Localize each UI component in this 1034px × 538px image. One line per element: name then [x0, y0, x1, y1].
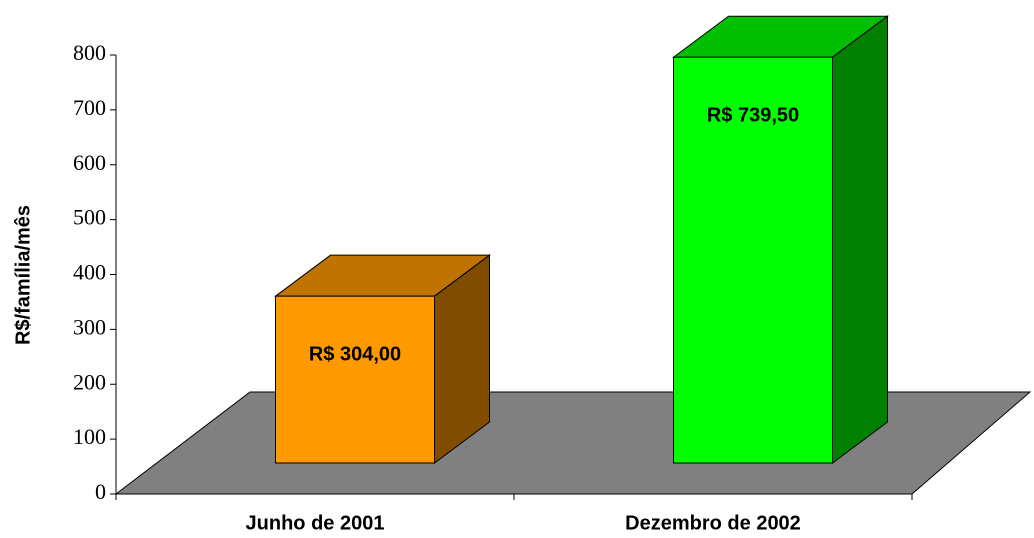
y-tick-label: 200 — [73, 369, 106, 394]
y-axis-label: R$/família/mês — [12, 205, 34, 345]
x-tick-label: Dezembro de 2002 — [625, 512, 801, 534]
x-tick-label: Junho de 2001 — [246, 512, 385, 534]
y-tick-label: 0 — [95, 479, 106, 504]
value-label: R$ 304,00 — [309, 343, 401, 365]
y-tick-label: 500 — [73, 205, 106, 230]
y-tick-label: 300 — [73, 314, 106, 339]
y-tick-label: 400 — [73, 260, 106, 285]
bar — [275, 295, 435, 464]
bar — [673, 56, 833, 464]
y-tick-label: 700 — [73, 95, 106, 120]
value-label: R$ 739,50 — [707, 104, 799, 126]
bar-side — [832, 15, 888, 464]
y-tick-label: 100 — [73, 424, 106, 449]
y-tick-label: 800 — [73, 40, 106, 65]
floor — [114, 391, 1032, 495]
y-tick-label: 600 — [73, 150, 106, 175]
